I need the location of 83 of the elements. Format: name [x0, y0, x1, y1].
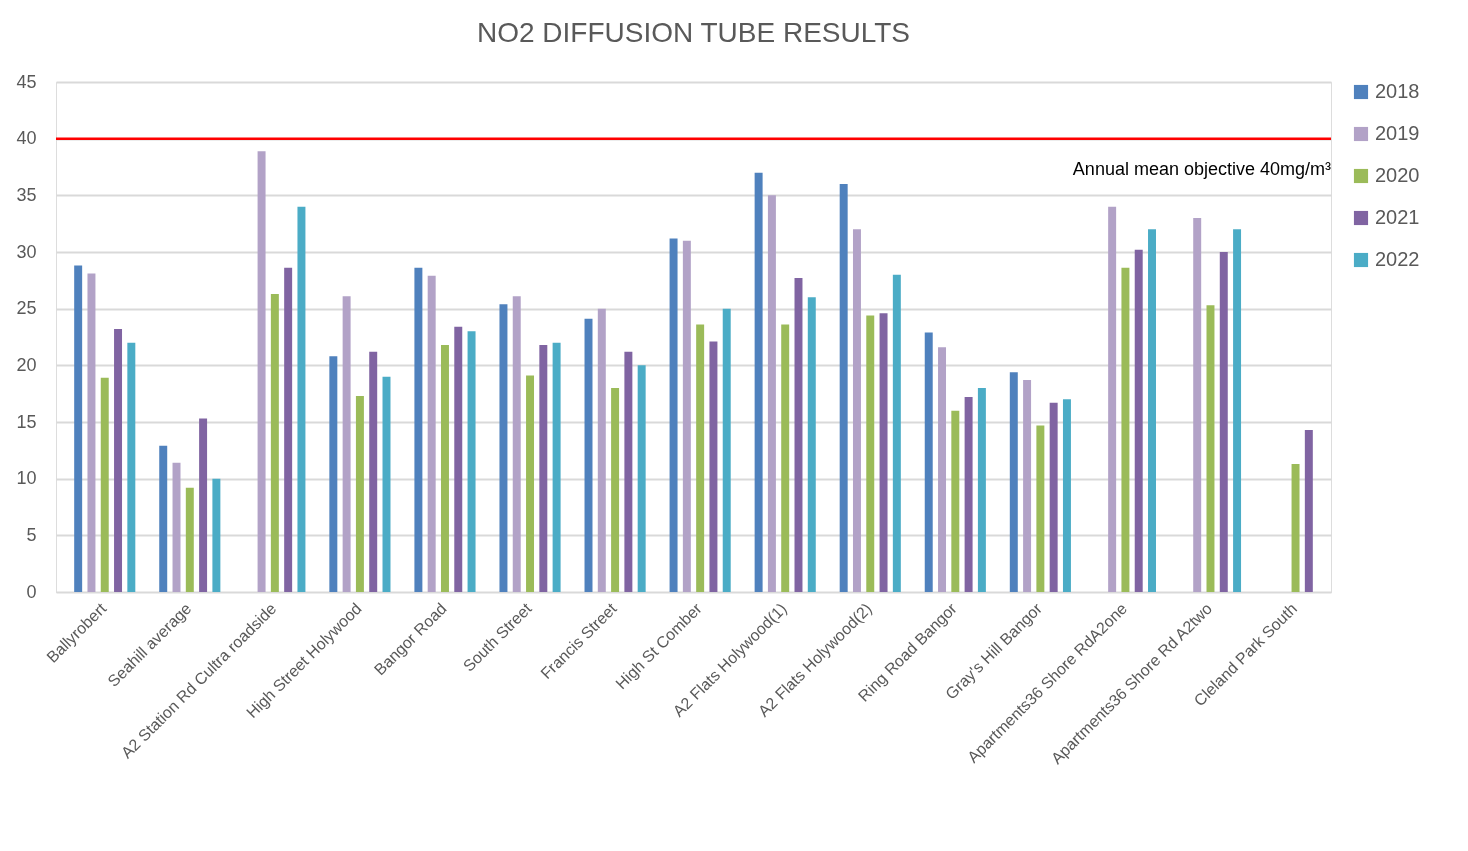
bar: [74, 265, 83, 592]
bar: [1062, 399, 1071, 592]
bar: [1148, 229, 1156, 592]
ref-line-label: Annual mean objective 40mg/m³: [1072, 158, 1331, 179]
bar: [1193, 218, 1202, 592]
bar: [892, 274, 901, 592]
bar: [866, 315, 875, 592]
bar: [114, 329, 123, 592]
bar: [499, 304, 508, 592]
bar: [611, 388, 620, 592]
bar: [781, 324, 790, 592]
legend-label: 2020: [1375, 164, 1420, 186]
bar: [185, 487, 194, 592]
bar: [369, 351, 378, 592]
bar: [879, 313, 888, 592]
y-tick-label: 0: [26, 581, 37, 602]
bar: [526, 375, 535, 592]
legend-label: 2022: [1375, 248, 1420, 270]
bar: [552, 342, 561, 592]
bar: [257, 151, 266, 592]
chart-title: NO2 DIFFUSION TUBE RESULTS: [476, 17, 911, 48]
bar: [964, 397, 973, 592]
bar: [297, 206, 306, 592]
y-tick-label: 40: [16, 128, 37, 149]
bar: [284, 267, 293, 592]
y-tick-label: 25: [16, 298, 37, 319]
y-tick-label: 30: [16, 241, 37, 262]
bar: [127, 342, 136, 592]
bar: [414, 267, 423, 592]
legend-label: 2021: [1375, 206, 1420, 228]
bar: [329, 356, 338, 592]
bar: [1206, 305, 1215, 592]
bar: [669, 238, 678, 592]
bar: [924, 332, 933, 592]
bar: [1036, 425, 1045, 592]
y-tick-label: 45: [16, 71, 37, 92]
bar: [212, 478, 221, 592]
bar: [1049, 402, 1058, 592]
bar: [597, 308, 606, 592]
bar: [355, 395, 364, 592]
bar: [1108, 206, 1117, 592]
bar: [709, 341, 718, 592]
bar: [722, 308, 731, 592]
bar: [467, 331, 476, 592]
bar: [951, 410, 960, 592]
y-tick-label: 35: [16, 184, 37, 205]
legend-label: 2019: [1375, 122, 1420, 144]
y-tick-label: 5: [26, 524, 37, 545]
bar: [199, 418, 208, 592]
bar: [1023, 380, 1032, 592]
bar: [754, 172, 763, 592]
bar: [1291, 463, 1300, 592]
bar: [1009, 372, 1018, 592]
bar: [938, 347, 947, 592]
bar: [512, 296, 521, 592]
bar: [637, 365, 646, 592]
bar: [696, 324, 705, 592]
bar: [1121, 267, 1130, 592]
y-tick-label: 20: [16, 354, 37, 375]
bar: [767, 195, 776, 592]
y-tick-label: 15: [16, 411, 37, 432]
bar: [1134, 249, 1143, 592]
bar: [100, 377, 109, 592]
bar: [1219, 252, 1228, 592]
bar: [342, 296, 351, 592]
bar: [427, 275, 436, 592]
bar: [852, 229, 861, 592]
y-tick-label: 10: [16, 468, 37, 489]
bar: [87, 273, 96, 592]
bar: [1233, 229, 1242, 592]
bar: [270, 293, 279, 592]
bar: [454, 326, 463, 592]
bar: [807, 297, 816, 592]
bar: [839, 184, 848, 592]
bar: [682, 240, 691, 592]
bar: [440, 344, 449, 592]
bar: [1304, 429, 1313, 592]
bar: [539, 344, 548, 592]
bar: [159, 445, 168, 592]
bar: [624, 351, 633, 592]
bar: [977, 388, 986, 592]
bar: [172, 462, 181, 592]
legend-label: 2018: [1375, 80, 1420, 102]
